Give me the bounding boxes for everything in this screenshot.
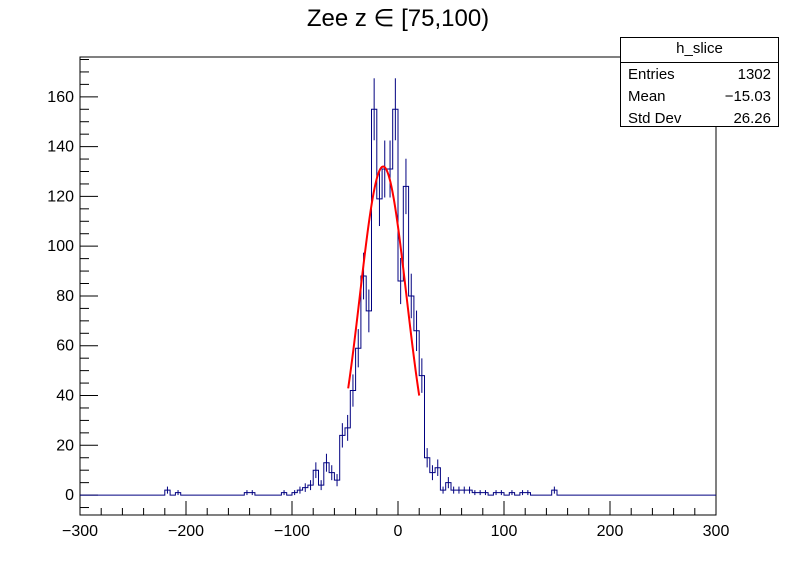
gaussian-fit-curve (347, 165, 421, 396)
stats-row-stddev: Std Dev 26.26 (621, 107, 778, 129)
stats-label-entries: Entries (628, 66, 675, 83)
y-tick-label: 80 (56, 288, 74, 305)
histogram-outline (80, 108, 716, 496)
y-tick-label: 100 (47, 238, 74, 255)
y-tick-label: 160 (47, 89, 74, 106)
stats-row-entries: Entries 1302 (621, 63, 778, 85)
y-tick-label: 120 (47, 188, 74, 205)
y-tick-label: 60 (56, 338, 74, 355)
x-tick-label: 200 (597, 523, 624, 540)
x-tick-label: −200 (168, 523, 204, 540)
y-tick-label: 0 (65, 487, 74, 504)
x-tick-label: 300 (703, 523, 730, 540)
stats-label-mean: Mean (628, 88, 666, 105)
x-tick-label: −300 (62, 523, 98, 540)
x-tick-label: 0 (394, 523, 403, 540)
stats-box-name: h_slice (621, 38, 778, 63)
stats-row-mean: Mean −15.03 (621, 85, 778, 107)
stats-box: h_slice Entries 1302 Mean −15.03 Std Dev… (620, 37, 779, 127)
x-tick-label: −100 (274, 523, 310, 540)
stats-value-entries: 1302 (737, 66, 771, 83)
stats-value-mean: −15.03 (724, 88, 771, 105)
y-tick-label: 40 (56, 388, 74, 405)
y-tick-label: 20 (56, 437, 74, 454)
x-tick-label: 100 (491, 523, 518, 540)
chart-title: Zee z ∈ [75,100) (306, 5, 490, 32)
stats-label-stddev: Std Dev (628, 110, 682, 127)
stats-value-stddev: 26.26 (733, 110, 771, 127)
y-tick-label: 140 (47, 139, 74, 156)
